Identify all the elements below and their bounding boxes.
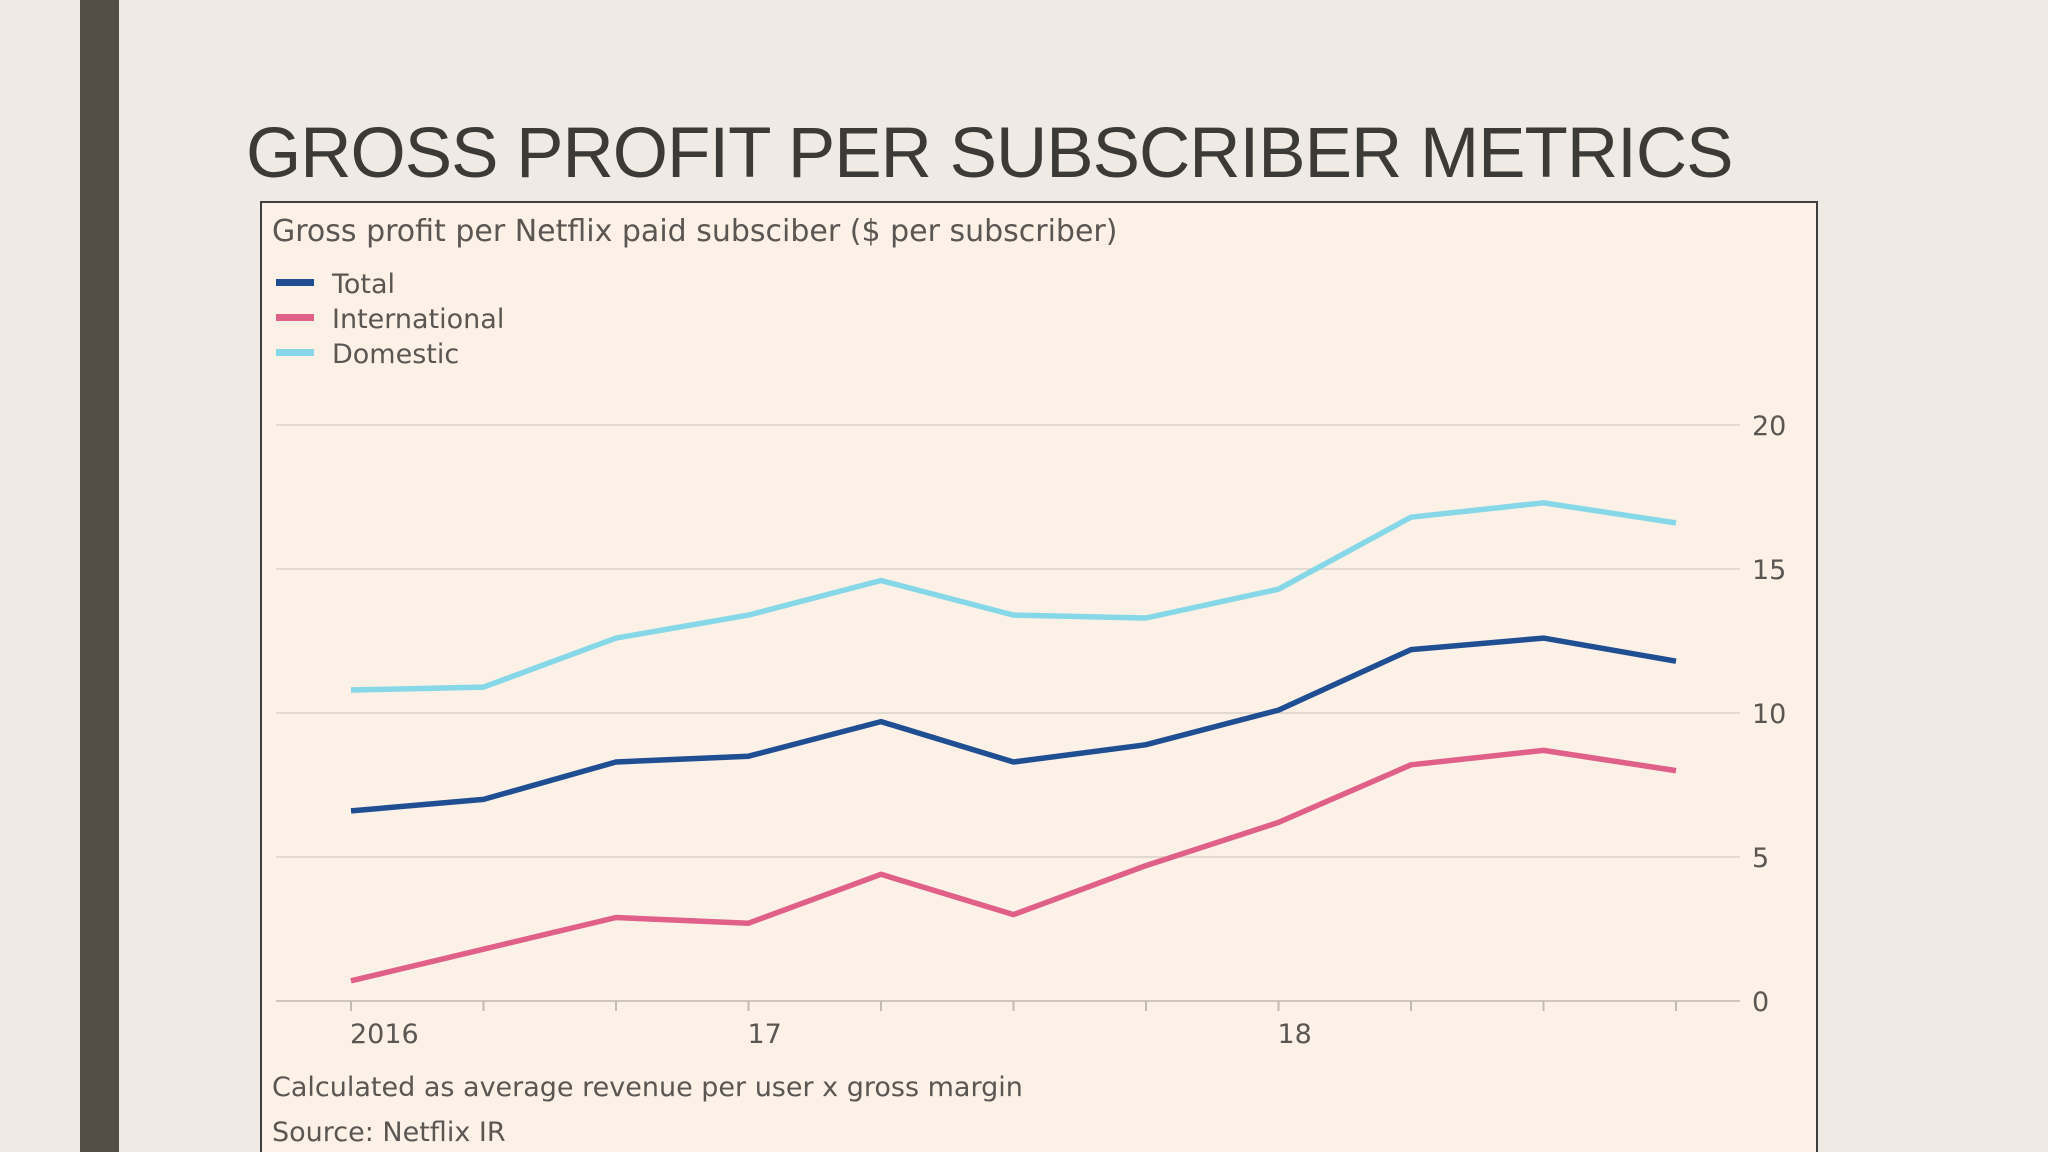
x-tick-label: 17 [748, 1019, 782, 1050]
x-tick-label: 2016 [350, 1019, 419, 1050]
legend-swatch-total [276, 279, 314, 286]
series-line-international [350, 747, 1677, 984]
gridlines [276, 424, 1740, 1002]
x-axis-ticks: 2016 17 18 [350, 1001, 1677, 1050]
y-tick-label: 10 [1752, 699, 1786, 730]
chart-legend: Total International Domestic [276, 269, 504, 370]
y-tick-label: 0 [1752, 987, 1769, 1018]
chart-source: Source: Netflix IR [272, 1117, 506, 1148]
y-tick-label: 5 [1752, 843, 1769, 874]
left-accent-bar [80, 0, 119, 1152]
y-axis-tick-labels: 0 5 10 15 20 [1752, 411, 1786, 1018]
y-tick-label: 15 [1752, 555, 1786, 586]
legend-label-total: Total [331, 269, 395, 300]
series-lines [350, 500, 1677, 984]
series-line-total [350, 635, 1677, 814]
legend-label-domestic: Domestic [332, 339, 459, 370]
slide-title: GROSS PROFIT PER SUBSCRIBER METRICS [246, 114, 1733, 193]
legend-label-international: International [332, 304, 504, 335]
x-tick-label: 18 [1278, 1019, 1312, 1050]
chart-title: Gross profit per Netflix paid subsciber … [272, 214, 1117, 249]
line-chart: Gross profit per Netflix paid subsciber … [272, 214, 1786, 1148]
chart-panel: Gross profit per Netflix paid subsciber … [260, 201, 1818, 1152]
y-tick-label: 20 [1752, 411, 1786, 442]
series-line-domestic [350, 500, 1677, 693]
legend-swatch-domestic [276, 349, 314, 356]
legend-swatch-international [276, 314, 314, 321]
chart-footnote: Calculated as average revenue per user x… [272, 1072, 1023, 1103]
